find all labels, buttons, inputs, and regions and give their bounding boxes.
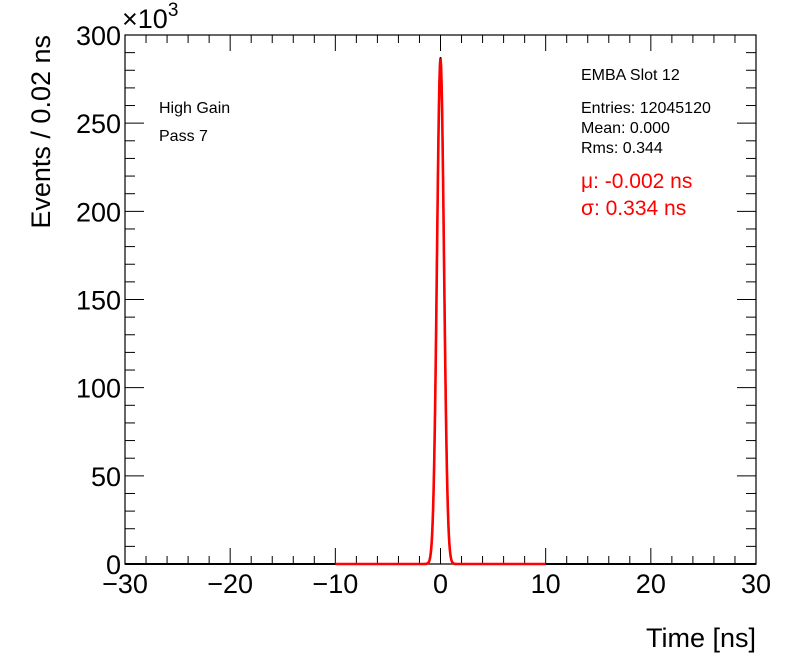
stats-title: EMBA Slot 12 <box>581 67 680 84</box>
x-axis-title: Time [ns] <box>646 623 756 653</box>
x-tick-label: 10 <box>531 569 561 599</box>
y-tick-label: 150 <box>76 286 121 316</box>
annotation-high-gain: High Gain <box>159 100 230 117</box>
stats-mean: Mean: 0.000 <box>581 120 670 137</box>
x-tick-label: 20 <box>636 569 666 599</box>
y-multiplier: ×103 <box>122 0 178 34</box>
y-tick-label: 250 <box>76 109 121 139</box>
y-tick-label: 300 <box>76 21 121 51</box>
stats-entries: Entries: 12045120 <box>581 100 711 117</box>
y-axis-title: Events / 0.02 ns <box>26 35 56 229</box>
fit-mu: μ: -0.002 ns <box>581 170 692 193</box>
histogram-curve <box>124 56 757 565</box>
data-curves <box>124 56 757 566</box>
stats-rms: Rms: 0.344 <box>581 140 663 157</box>
x-tick-label: 30 <box>741 569 771 599</box>
fit-sigma: σ: 0.334 ns <box>581 197 686 220</box>
axis-ticks <box>124 34 757 565</box>
y-tick-label: 200 <box>76 197 121 227</box>
x-tick-label: −10 <box>312 569 358 599</box>
gaussian-fit-curve <box>334 58 547 566</box>
y-tick-label: 50 <box>91 462 121 492</box>
y-tick-label: 100 <box>76 374 121 404</box>
y-tick-label: 0 <box>106 550 121 580</box>
x-tick-label: −30 <box>102 569 148 599</box>
annotation-pass: Pass 7 <box>159 128 208 145</box>
x-tick-label: 0 <box>433 569 448 599</box>
x-tick-label: −20 <box>207 569 253 599</box>
